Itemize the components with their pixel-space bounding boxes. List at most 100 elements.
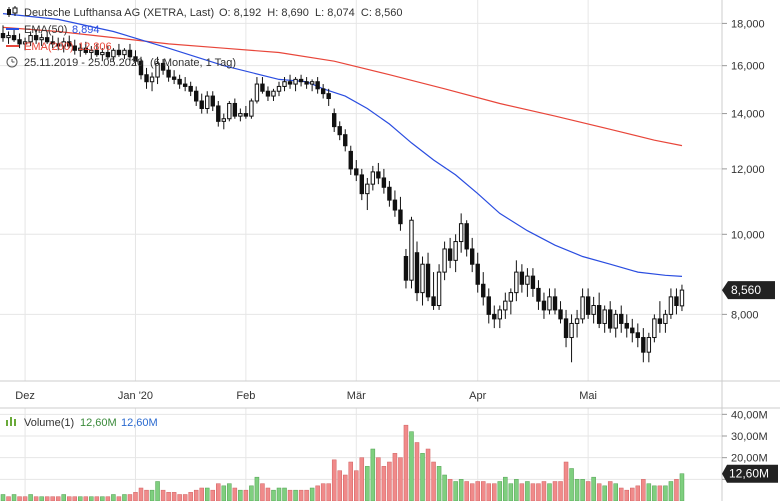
- candle: [122, 48, 127, 59]
- candle: [238, 108, 243, 122]
- candle: [265, 86, 271, 101]
- volume-bar: [420, 453, 425, 501]
- volume-bar: [188, 492, 193, 501]
- candle: [652, 314, 657, 343]
- candle-body-up: [663, 313, 668, 324]
- candle-body-down: [585, 296, 591, 315]
- volume-bar: [663, 485, 668, 501]
- volume-bar: [580, 479, 585, 501]
- ema50-layer: [2, 13, 683, 277]
- candle: [254, 77, 260, 104]
- candle-body-up: [28, 35, 33, 43]
- candle: [414, 241, 420, 302]
- candle: [276, 81, 282, 97]
- volume-bar: [679, 473, 685, 501]
- volume-bar: [11, 494, 17, 501]
- volume-bar: [133, 492, 138, 501]
- candle-body-down: [138, 60, 144, 76]
- candle-body-down: [105, 51, 111, 58]
- candle-body-down: [536, 287, 541, 302]
- candle-body-down: [552, 296, 558, 311]
- last-volume-tag: 12,60M: [722, 464, 778, 483]
- candle: [619, 305, 624, 333]
- volume-bar: [105, 496, 111, 501]
- candle-body-down: [144, 74, 149, 83]
- candle: [249, 98, 254, 119]
- candle-body-down: [431, 296, 436, 307]
- candle-body-down: [387, 186, 392, 201]
- volume-bar: [547, 483, 552, 501]
- candle-body-down: [116, 49, 122, 56]
- candle: [39, 33, 44, 47]
- candle: [293, 77, 298, 92]
- volume-bar: [39, 496, 44, 501]
- candle: [44, 31, 50, 44]
- volume-bar: [100, 496, 105, 501]
- candle-body-down: [332, 113, 337, 128]
- candle-body-up: [458, 223, 464, 243]
- instrument-name: Deutsche Lufthansa AG (XETRA, Last): [24, 7, 214, 19]
- volume-bar: [486, 483, 492, 501]
- volume-bar: [6, 496, 11, 501]
- candle-body-down: [376, 171, 381, 179]
- volume-bar: [569, 468, 574, 501]
- volume-bar: [458, 479, 464, 501]
- candle-body-down: [133, 56, 138, 62]
- volume-bar: [596, 483, 602, 501]
- candle: [679, 284, 685, 312]
- candle-body-down: [608, 309, 613, 329]
- volume-bar: [276, 487, 282, 501]
- volume-label: Volume(1): [24, 417, 74, 429]
- volume-bar: [348, 461, 354, 501]
- chart-legend: Deutsche Lufthansa AG (XETRA, Last) O: 8…: [6, 6, 402, 69]
- candle-body-down: [33, 35, 39, 41]
- candle-body-up: [149, 76, 155, 83]
- candle: [221, 113, 227, 130]
- candle-body-down: [630, 327, 635, 334]
- candle-body-down: [403, 256, 409, 281]
- volume-bar: [227, 483, 232, 501]
- candle: [436, 264, 442, 310]
- candle-body-up: [276, 85, 282, 92]
- month-label: Jan '20: [118, 390, 153, 402]
- candle-body-down: [425, 263, 431, 298]
- volume-bar: [204, 487, 210, 501]
- volume-bar: [635, 485, 641, 501]
- candle: [365, 177, 370, 211]
- volume-bar: [342, 474, 348, 501]
- ema50-line: [2, 13, 683, 277]
- volume-bar: [50, 496, 55, 501]
- volume-bar: [221, 485, 227, 501]
- candle-body-down: [265, 90, 271, 97]
- candle-body-up: [679, 289, 685, 307]
- volume-bar: [354, 470, 359, 501]
- candle: [155, 56, 160, 85]
- candle-body-down: [563, 318, 569, 339]
- candle: [144, 67, 149, 89]
- volume-bar: [160, 489, 166, 501]
- candle-body-up: [309, 81, 315, 85]
- candle-body-down: [177, 78, 182, 85]
- candle: [260, 77, 265, 94]
- volume-legend: Volume(1) 12,60M 12,60M: [6, 417, 158, 429]
- volume-bar: [574, 479, 580, 501]
- candle-body-down: [0, 33, 6, 39]
- volume-bar: [519, 483, 525, 501]
- candle: [508, 288, 514, 315]
- volume-bar: [127, 494, 133, 501]
- candle: [309, 79, 315, 92]
- candle-body-down: [541, 300, 547, 311]
- volume-bar: [674, 479, 679, 501]
- candle-body-up: [271, 90, 276, 97]
- volume-bar: [315, 485, 320, 501]
- candle-body-down: [50, 41, 55, 45]
- price-tick-label: 16,000: [731, 61, 765, 73]
- candle-body-down: [320, 88, 326, 95]
- ema200-line: [2, 26, 683, 147]
- candle-body-up: [514, 271, 519, 294]
- price-tick-label: 8,000: [731, 309, 759, 321]
- candle: [287, 74, 293, 89]
- candle: [674, 288, 679, 315]
- volume-bar: [563, 461, 569, 501]
- volume-bar: [337, 470, 342, 501]
